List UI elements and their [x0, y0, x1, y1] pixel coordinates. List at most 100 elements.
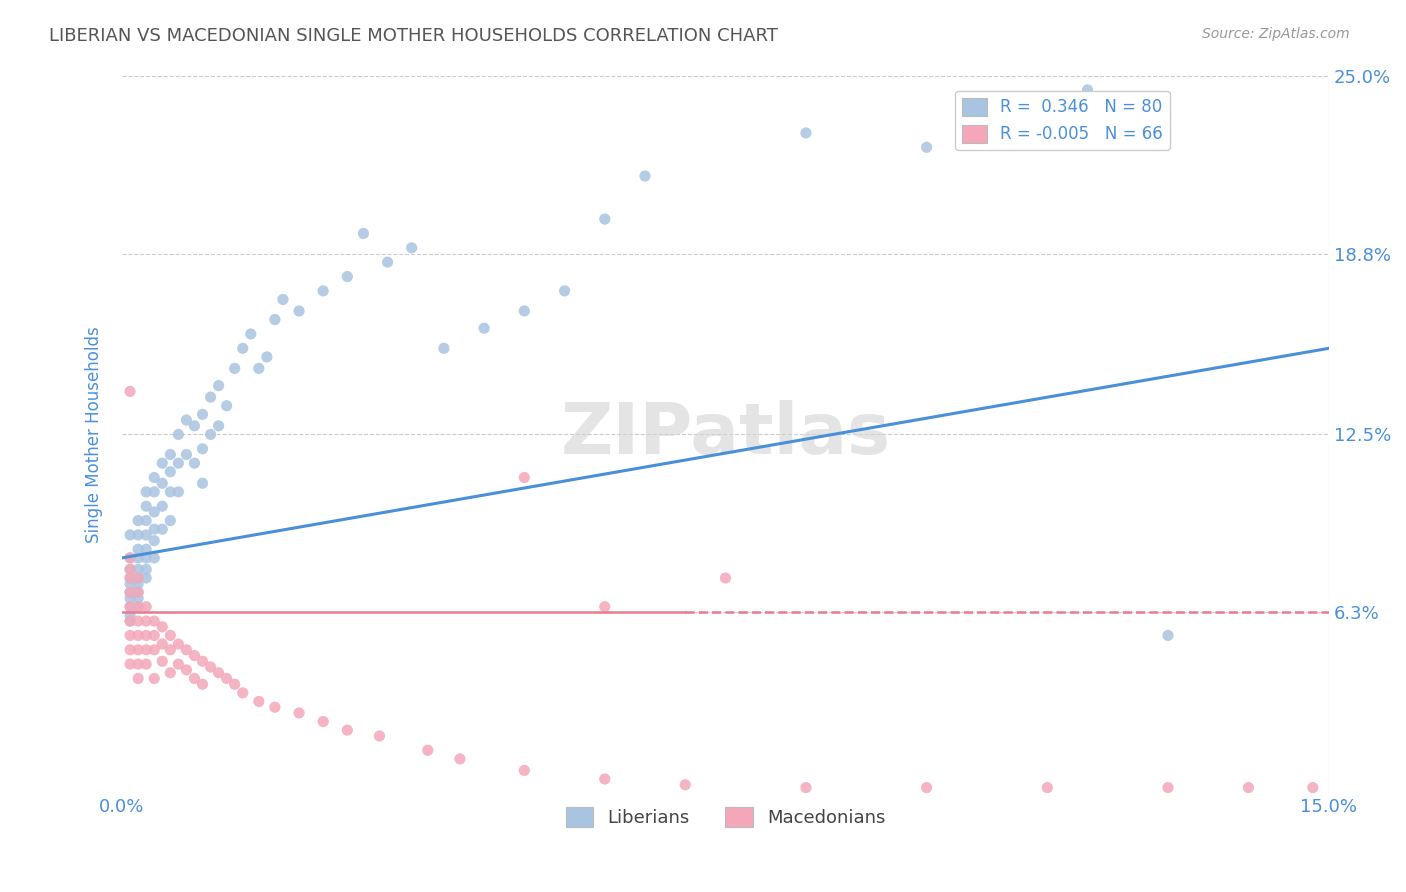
Point — [239, 326, 262, 341]
Point — [127, 672, 149, 686]
Point — [120, 571, 142, 585]
Point — [449, 752, 471, 766]
Point — [513, 304, 536, 318]
Point — [1076, 83, 1098, 97]
Point — [135, 562, 157, 576]
Point — [183, 418, 205, 433]
Point — [159, 665, 181, 680]
Point — [135, 614, 157, 628]
Point — [247, 694, 270, 708]
Point — [159, 642, 181, 657]
Point — [271, 293, 294, 307]
Text: Source: ZipAtlas.com: Source: ZipAtlas.com — [1202, 27, 1350, 41]
Point — [127, 576, 149, 591]
Point — [1157, 628, 1180, 642]
Point — [593, 772, 616, 786]
Point — [127, 528, 149, 542]
Point — [120, 585, 142, 599]
Point — [207, 418, 229, 433]
Point — [120, 599, 142, 614]
Point — [256, 350, 278, 364]
Point — [143, 672, 166, 686]
Point — [135, 657, 157, 672]
Point — [224, 677, 246, 691]
Point — [336, 723, 359, 738]
Point — [150, 620, 173, 634]
Point — [183, 648, 205, 663]
Point — [120, 614, 142, 628]
Point — [714, 571, 737, 585]
Point — [176, 663, 198, 677]
Point — [127, 550, 149, 565]
Point — [135, 571, 157, 585]
Point — [1302, 780, 1324, 795]
Point — [215, 672, 238, 686]
Point — [200, 390, 222, 404]
Point — [191, 442, 214, 456]
Point — [416, 743, 439, 757]
Point — [150, 476, 173, 491]
Text: ZIPatlas: ZIPatlas — [561, 400, 890, 469]
Point — [472, 321, 495, 335]
Point — [247, 361, 270, 376]
Point — [176, 413, 198, 427]
Point — [159, 628, 181, 642]
Point — [127, 591, 149, 606]
Point — [127, 599, 149, 614]
Point — [127, 571, 149, 585]
Point — [150, 522, 173, 536]
Point — [127, 514, 149, 528]
Point — [150, 456, 173, 470]
Point — [120, 608, 142, 623]
Point — [143, 628, 166, 642]
Point — [232, 341, 254, 355]
Point — [264, 700, 287, 714]
Point — [167, 484, 190, 499]
Point — [143, 614, 166, 628]
Point — [915, 780, 938, 795]
Point — [143, 522, 166, 536]
Point — [312, 284, 335, 298]
Point — [135, 514, 157, 528]
Point — [120, 657, 142, 672]
Point — [215, 399, 238, 413]
Point — [513, 470, 536, 484]
Point — [127, 642, 149, 657]
Point — [143, 470, 166, 484]
Point — [191, 677, 214, 691]
Point — [120, 384, 142, 399]
Point — [135, 550, 157, 565]
Point — [288, 706, 311, 720]
Point — [127, 585, 149, 599]
Point — [150, 500, 173, 514]
Point — [915, 140, 938, 154]
Point — [135, 599, 157, 614]
Point — [264, 312, 287, 326]
Point — [120, 528, 142, 542]
Point — [135, 528, 157, 542]
Point — [167, 427, 190, 442]
Legend: Liberians, Macedonians: Liberians, Macedonians — [558, 800, 893, 835]
Point — [135, 628, 157, 642]
Point — [127, 614, 149, 628]
Point — [167, 657, 190, 672]
Point — [127, 599, 149, 614]
Point — [634, 169, 657, 183]
Point — [159, 514, 181, 528]
Point — [135, 642, 157, 657]
Point — [167, 637, 190, 651]
Point — [120, 550, 142, 565]
Point — [200, 660, 222, 674]
Point — [127, 585, 149, 599]
Point — [120, 576, 142, 591]
Point — [120, 614, 142, 628]
Point — [150, 654, 173, 668]
Point — [232, 686, 254, 700]
Point — [593, 212, 616, 227]
Point — [1237, 780, 1260, 795]
Point — [159, 465, 181, 479]
Point — [135, 484, 157, 499]
Point — [794, 126, 817, 140]
Point — [1157, 780, 1180, 795]
Point — [127, 628, 149, 642]
